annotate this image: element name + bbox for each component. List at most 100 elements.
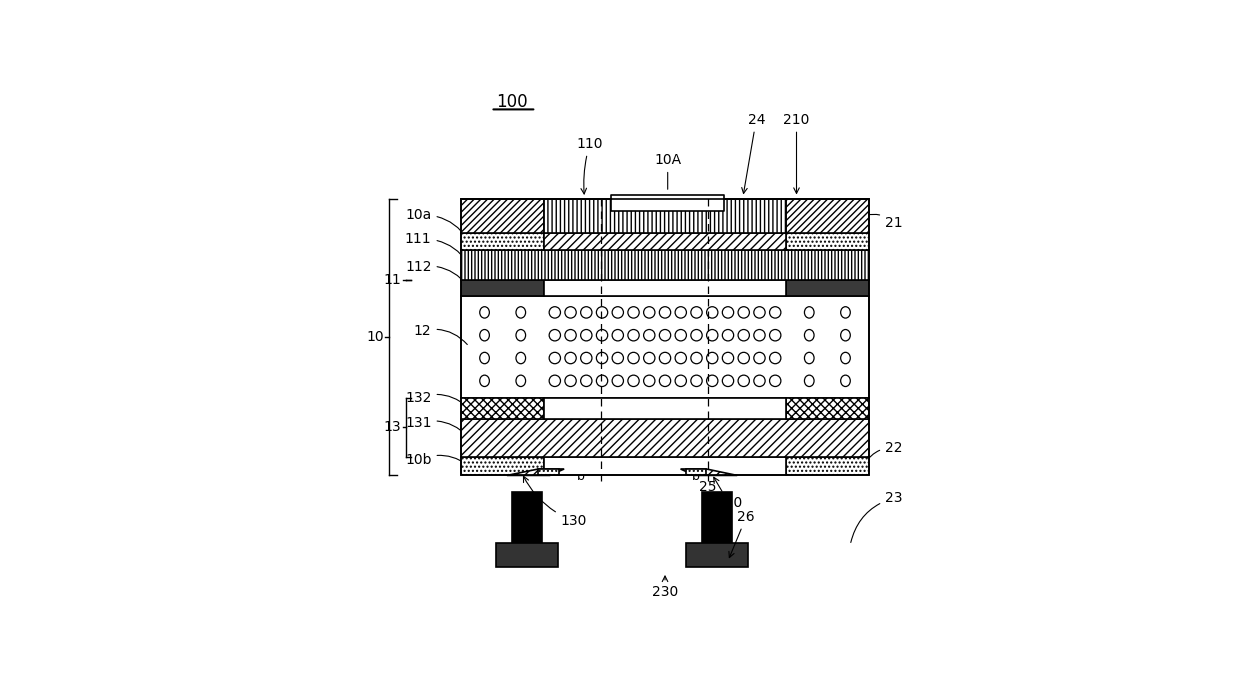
Text: 10b: 10b (405, 453, 467, 468)
Ellipse shape (805, 330, 815, 341)
Ellipse shape (770, 352, 781, 364)
Ellipse shape (754, 307, 765, 318)
Ellipse shape (644, 375, 655, 387)
Ellipse shape (565, 375, 577, 387)
Ellipse shape (805, 375, 815, 387)
Ellipse shape (738, 352, 749, 364)
Text: 110: 110 (577, 137, 603, 194)
Text: 132: 132 (405, 390, 467, 406)
Ellipse shape (565, 352, 577, 364)
Ellipse shape (770, 307, 781, 318)
Text: 12: 12 (414, 323, 467, 344)
Bar (461, 296, 869, 397)
Ellipse shape (627, 307, 639, 318)
Bar (786, 397, 869, 419)
Ellipse shape (549, 307, 560, 318)
Ellipse shape (841, 307, 851, 318)
Text: 220: 220 (714, 477, 743, 510)
Ellipse shape (691, 375, 702, 387)
Text: 111: 111 (405, 232, 467, 263)
Bar (461, 250, 869, 279)
Ellipse shape (660, 375, 671, 387)
Ellipse shape (723, 330, 734, 341)
Ellipse shape (516, 330, 526, 341)
Bar (512, 491, 542, 542)
Ellipse shape (613, 330, 624, 341)
Ellipse shape (580, 352, 591, 364)
Ellipse shape (480, 352, 490, 364)
Ellipse shape (627, 330, 639, 341)
Ellipse shape (596, 330, 608, 341)
Ellipse shape (723, 307, 734, 318)
Bar (544, 279, 786, 296)
Ellipse shape (516, 307, 526, 318)
Ellipse shape (707, 330, 718, 341)
Text: 25: 25 (693, 457, 717, 494)
Ellipse shape (627, 352, 639, 364)
Ellipse shape (660, 330, 671, 341)
Text: b: b (692, 470, 699, 483)
Ellipse shape (596, 307, 608, 318)
Ellipse shape (565, 330, 577, 341)
Ellipse shape (754, 375, 765, 387)
Ellipse shape (480, 375, 490, 387)
Bar (786, 233, 869, 250)
Ellipse shape (580, 375, 591, 387)
Ellipse shape (613, 375, 624, 387)
Text: 24: 24 (742, 113, 765, 194)
Bar (461, 233, 544, 250)
Bar (544, 233, 786, 250)
Bar (461, 397, 544, 419)
Ellipse shape (580, 330, 591, 341)
Ellipse shape (691, 352, 702, 364)
Text: 10A: 10A (655, 153, 681, 190)
Text: 112: 112 (405, 260, 467, 285)
Ellipse shape (738, 307, 749, 318)
Ellipse shape (675, 352, 687, 364)
Ellipse shape (565, 307, 577, 318)
Ellipse shape (738, 375, 749, 387)
Bar (461, 199, 869, 475)
Ellipse shape (549, 352, 560, 364)
Text: 13: 13 (384, 420, 402, 434)
Bar (461, 457, 544, 475)
Ellipse shape (707, 375, 718, 387)
Text: 230: 230 (652, 576, 678, 599)
Ellipse shape (805, 307, 815, 318)
Ellipse shape (675, 330, 687, 341)
Ellipse shape (613, 352, 624, 364)
Text: 210: 210 (784, 113, 810, 193)
Ellipse shape (691, 307, 702, 318)
Bar (544, 457, 786, 475)
Text: b: b (578, 470, 585, 483)
Ellipse shape (549, 330, 560, 341)
Bar (544, 199, 786, 233)
Text: 130: 130 (523, 476, 587, 528)
Ellipse shape (549, 375, 560, 387)
Bar (611, 194, 724, 210)
Bar (786, 279, 869, 296)
Ellipse shape (660, 307, 671, 318)
Bar (461, 199, 544, 233)
Text: 10a: 10a (405, 208, 467, 239)
Polygon shape (681, 469, 738, 475)
Bar (686, 542, 748, 567)
Ellipse shape (723, 375, 734, 387)
Ellipse shape (660, 352, 671, 364)
Ellipse shape (841, 375, 851, 387)
Ellipse shape (841, 352, 851, 364)
Text: 26: 26 (729, 510, 755, 558)
Ellipse shape (627, 375, 639, 387)
Ellipse shape (754, 352, 765, 364)
Text: 11: 11 (383, 273, 402, 286)
Ellipse shape (691, 330, 702, 341)
Ellipse shape (516, 375, 526, 387)
Ellipse shape (644, 307, 655, 318)
Bar (461, 475, 869, 567)
Bar (686, 469, 707, 475)
Bar (496, 542, 558, 567)
Bar (538, 469, 559, 475)
Text: 22: 22 (866, 441, 903, 464)
Bar (702, 491, 732, 542)
Bar (786, 457, 869, 475)
